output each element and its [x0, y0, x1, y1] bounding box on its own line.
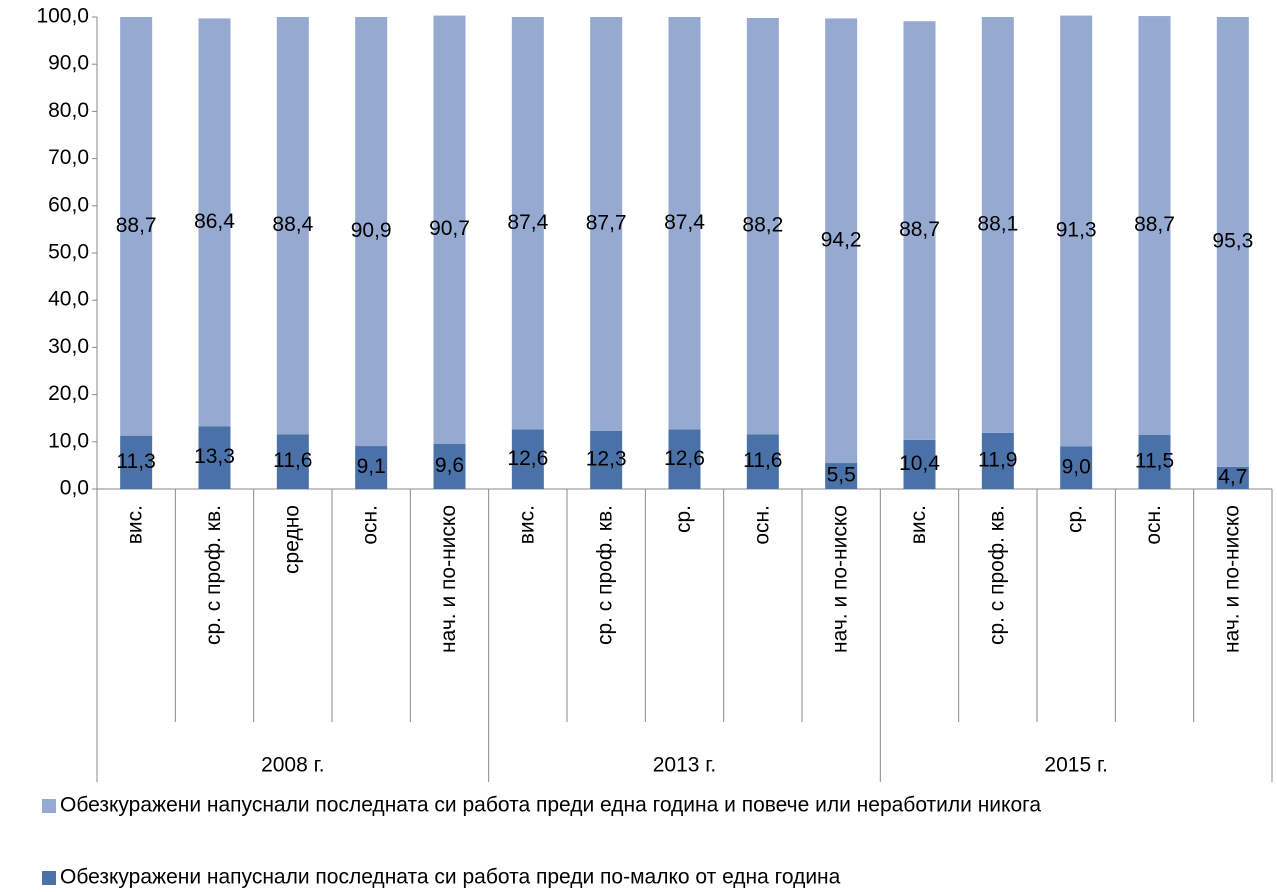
- bar-segment: [355, 446, 388, 489]
- bar-segment: [511, 17, 544, 430]
- bar-segment: [276, 17, 309, 435]
- value-label: 88,7: [1134, 213, 1175, 236]
- x-tick-label: нач. и по-ниско: [437, 505, 460, 653]
- y-tick-label: 60,0: [48, 193, 89, 216]
- bar-segment: [668, 429, 701, 489]
- bar-segment: [433, 15, 466, 444]
- bar-segment: [198, 426, 231, 489]
- bar-segment: [1060, 15, 1093, 447]
- x-tick-label: вис.: [124, 505, 147, 544]
- group-label: 2008 г.: [261, 754, 324, 777]
- y-tick-label: 80,0: [48, 99, 89, 122]
- value-label: 87,4: [664, 211, 705, 234]
- value-label: 11,3: [117, 450, 156, 473]
- x-tick-label: осн.: [750, 505, 773, 545]
- value-label: 11,5: [1135, 449, 1174, 472]
- x-tick-label: вис.: [515, 505, 538, 544]
- y-tick-label: 90,0: [48, 52, 89, 75]
- legend-label: Обезкуражени напуснали последната си раб…: [60, 866, 841, 889]
- x-tick-label: нач. и по-ниско: [1220, 505, 1243, 653]
- bar-segment: [1138, 16, 1171, 435]
- group-label: 2015 г.: [1044, 754, 1107, 777]
- value-label: 90,9: [351, 219, 392, 242]
- y-tick-label: 40,0: [48, 288, 89, 311]
- y-tick-label: 20,0: [48, 382, 89, 405]
- bar-segment: [746, 434, 779, 489]
- legend-swatch: [42, 871, 56, 885]
- value-label: 11,9: [978, 448, 1017, 471]
- value-label: 90,7: [429, 217, 470, 240]
- bar-segment: [981, 432, 1014, 489]
- bar-segment: [120, 435, 153, 489]
- value-label: 12,3: [586, 448, 627, 471]
- value-label: 94,2: [821, 228, 862, 251]
- bar-segment: [825, 463, 858, 489]
- bar-segment: [1216, 17, 1249, 467]
- y-tick-label: 30,0: [48, 335, 89, 358]
- bar-segment: [746, 17, 779, 435]
- group-label: 2013 г.: [653, 754, 716, 777]
- x-tick-label: вис.: [907, 505, 930, 544]
- value-label: 12,6: [664, 447, 705, 470]
- y-tick-label: 70,0: [48, 146, 89, 169]
- legend-swatch: [42, 799, 56, 813]
- y-tick-label: 0,0: [60, 477, 89, 500]
- bar-segment: [1060, 446, 1093, 489]
- value-label: 5,5: [827, 464, 856, 487]
- value-label: 87,4: [507, 211, 548, 234]
- x-tick-label: осн.: [1142, 505, 1165, 545]
- value-label: 10,4: [899, 452, 940, 475]
- x-tick-label: ср. с проф. кв.: [985, 505, 1008, 645]
- legend-label: Обезкуражени напуснали последната си раб…: [60, 794, 1041, 817]
- value-label: 88,7: [899, 218, 940, 241]
- bar-segment: [1138, 434, 1171, 489]
- value-label: 91,3: [1056, 219, 1097, 242]
- value-label: 86,4: [194, 210, 235, 233]
- value-label: 88,2: [742, 214, 783, 237]
- x-tick-label: средно: [280, 505, 303, 574]
- value-label: 9,6: [435, 454, 464, 477]
- bar-segment: [590, 430, 623, 489]
- value-label: 87,7: [586, 212, 627, 235]
- bar-segment: [355, 17, 388, 447]
- bar-segment: [903, 439, 936, 489]
- bar-segment: [120, 17, 153, 436]
- x-tick-label: ср.: [1064, 505, 1087, 533]
- y-tick-label: 10,0: [48, 429, 89, 452]
- bar-segment: [433, 443, 466, 489]
- bar-segment: [981, 17, 1014, 433]
- x-tick-label: ср.: [672, 505, 695, 533]
- value-label: 4,7: [1218, 465, 1247, 488]
- x-tick-label: нач. и по-ниско: [829, 505, 852, 653]
- value-label: 9,1: [357, 455, 386, 478]
- value-label: 95,3: [1212, 229, 1253, 252]
- y-tick-label: 100,0: [36, 5, 89, 28]
- bar-segment: [511, 429, 544, 489]
- value-label: 11,6: [743, 449, 782, 472]
- y-tick-label: 50,0: [48, 241, 89, 264]
- bar-segment: [590, 17, 623, 431]
- bar-segment: [198, 18, 231, 427]
- bar-segment: [903, 21, 936, 440]
- value-label: 13,3: [194, 445, 235, 468]
- bar-segment: [276, 434, 309, 489]
- bar-segment: [668, 17, 701, 430]
- value-label: 12,6: [507, 447, 548, 470]
- bar-segment: [825, 18, 858, 464]
- x-tick-label: ср. с проф. кв.: [594, 505, 617, 645]
- bar-segment: [1216, 466, 1249, 489]
- value-label: 11,6: [273, 449, 312, 472]
- x-tick-label: осн.: [359, 505, 382, 545]
- value-label: 9,0: [1062, 455, 1091, 478]
- value-label: 88,1: [977, 212, 1018, 235]
- x-tick-label: ср. с проф. кв.: [202, 505, 225, 645]
- value-label: 88,4: [272, 213, 313, 236]
- value-label: 88,7: [116, 214, 157, 237]
